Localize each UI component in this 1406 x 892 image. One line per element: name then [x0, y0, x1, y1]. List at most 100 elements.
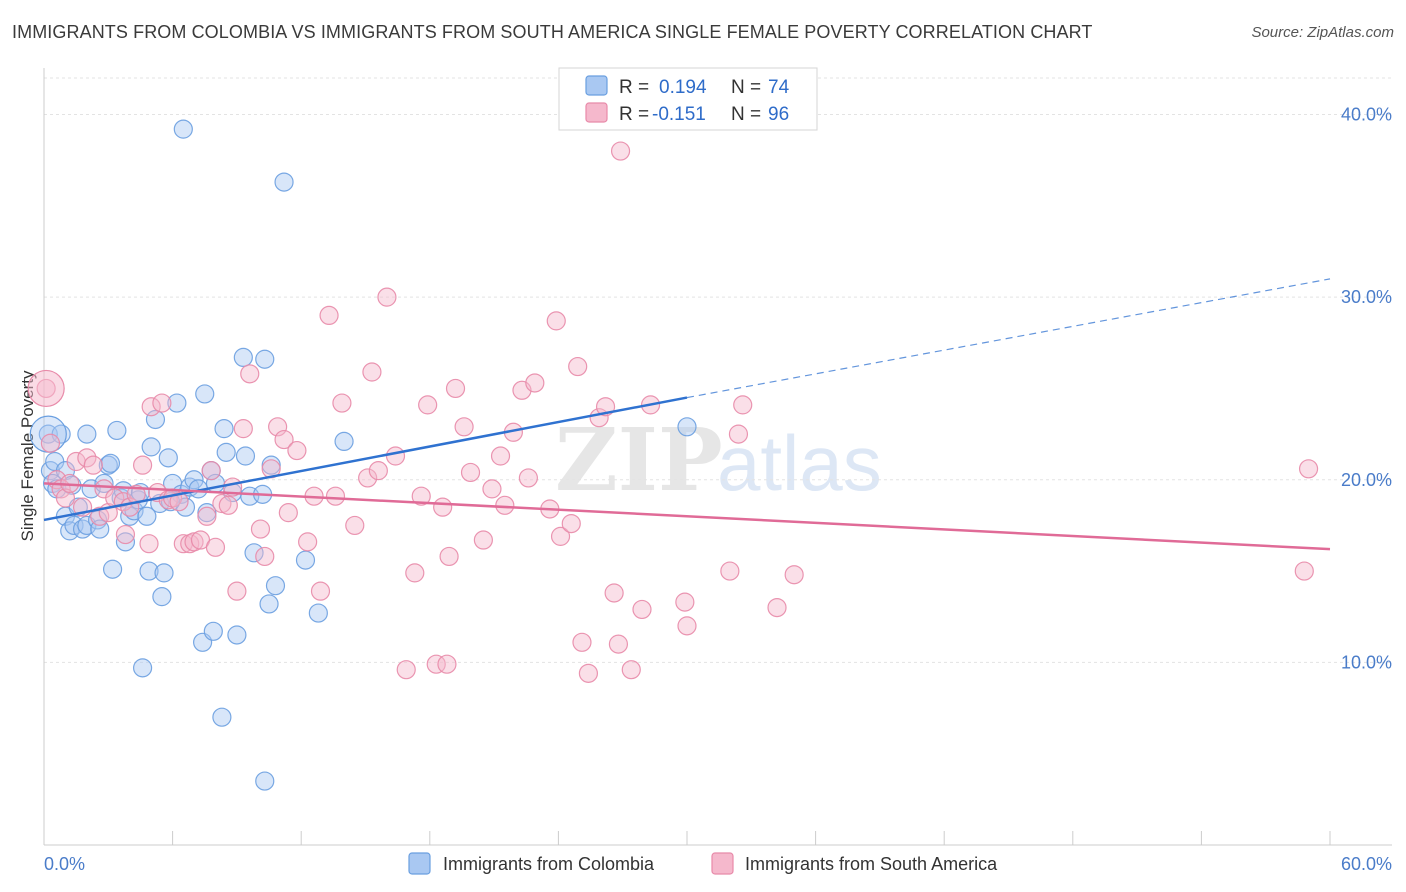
south-america-point	[525, 373, 545, 393]
south-america-point	[632, 599, 652, 620]
y-axis-label: Single Female Poverty	[18, 370, 37, 542]
south-america-point	[227, 581, 247, 601]
south-america-point	[152, 393, 172, 413]
south-america-point	[141, 397, 161, 417]
colombia-point	[233, 347, 253, 368]
y-tick-label: 40.0%	[1341, 105, 1392, 125]
legend-n-label-south-america: N =	[731, 104, 761, 125]
colombia-point	[195, 384, 215, 404]
legend-n-value-south-america: 96	[768, 104, 789, 125]
south-america-point	[169, 492, 189, 512]
colombia-point	[334, 431, 354, 452]
colombia-point	[255, 349, 275, 369]
south-america-point	[233, 419, 253, 439]
south-america-point	[728, 424, 749, 444]
south-america-point	[426, 654, 446, 674]
colombia-point	[115, 532, 136, 552]
colombia-point	[184, 470, 204, 490]
south-america-point	[550, 526, 571, 546]
south-america-point	[439, 546, 459, 567]
chart-title: IMMIGRANTS FROM COLOMBIA VS IMMIGRANTS F…	[12, 22, 1093, 42]
colombia-point	[244, 543, 264, 563]
south-america-point	[495, 495, 515, 515]
legend-r-value-colombia: 0.194	[659, 77, 707, 98]
colombia-trend-extension	[686, 278, 1331, 399]
watermark-atlas: atlas	[717, 419, 882, 507]
colombia-point	[216, 442, 236, 462]
south-america-point	[132, 455, 153, 475]
south-america-point	[411, 486, 431, 506]
south-america-point	[115, 524, 136, 545]
bottom-legend: Immigrants from Colombia Immigrants from…	[408, 852, 998, 875]
south-america-point	[621, 660, 641, 680]
south-america-point	[218, 495, 238, 515]
tick-labels: 10.0% 20.0% 30.0% 40.0% 0.0% 60.0%	[44, 105, 1392, 874]
south-america-point	[362, 362, 382, 382]
x-tick-label: 0.0%	[44, 854, 85, 874]
south-america-point	[358, 468, 378, 488]
colombia-point	[173, 119, 193, 139]
south-america-point	[212, 493, 232, 514]
bottom-legend-label-south-america: Immigrants from South America	[745, 854, 998, 874]
south-america-point	[319, 305, 339, 326]
colombia-point	[274, 172, 294, 192]
south-america-point	[240, 364, 260, 384]
colombia-point	[141, 437, 161, 457]
series-south-america-points	[27, 141, 1319, 683]
colombia-point	[259, 594, 279, 614]
south-america-point	[561, 513, 581, 534]
colombia-point	[167, 393, 187, 413]
south-america-point	[1294, 561, 1314, 581]
y-tick-label: 10.0%	[1341, 652, 1392, 672]
trend-lines	[43, 278, 1331, 551]
south-america-point	[733, 395, 753, 415]
colombia-point	[158, 448, 178, 468]
south-america-point	[720, 561, 740, 581]
south-america-point	[274, 429, 294, 450]
watermark-zip: ZIP	[555, 410, 723, 511]
legend-swatch-colombia	[585, 75, 608, 96]
bottom-legend-swatch-south-america	[711, 852, 734, 875]
colombia-point	[139, 561, 159, 581]
south-america-point	[460, 462, 481, 483]
south-america-point	[1298, 459, 1319, 479]
legend-swatch-south-america	[585, 102, 608, 123]
south-america-point	[604, 583, 624, 603]
colombia-point	[107, 420, 127, 441]
legend-n-label-colombia: N =	[731, 77, 761, 98]
south-america-point	[396, 660, 416, 680]
south-america-point	[325, 486, 346, 506]
source-credit: Source: ZipAtlas.com	[1251, 24, 1394, 41]
colombia-point	[154, 563, 174, 583]
south-america-point	[205, 537, 226, 557]
south-america-point	[418, 395, 438, 415]
south-america-point	[298, 532, 318, 552]
south-america-point	[490, 446, 511, 466]
axes	[43, 68, 1392, 846]
south-america-point	[578, 663, 599, 683]
south-america-point	[546, 311, 566, 331]
colombia-point	[145, 409, 166, 430]
south-america-point	[250, 519, 271, 539]
legend-box: R = 0.194 N = 74 R = -0.151 N = 96	[558, 67, 818, 131]
south-america-point	[405, 563, 425, 583]
south-america-point	[610, 141, 631, 161]
colombia-point	[132, 658, 153, 678]
south-america-point	[139, 534, 159, 554]
colombia-point	[203, 621, 223, 641]
colombia-point	[152, 587, 172, 607]
colombia-point	[227, 625, 247, 645]
south-america-point	[437, 654, 457, 674]
south-america-point	[201, 461, 221, 481]
legend-r-label-south-america: R =	[619, 104, 649, 125]
colombia-point	[255, 771, 275, 791]
south-america-point	[197, 506, 217, 526]
colombia-point	[265, 576, 286, 596]
watermark: ZIP atlas	[555, 410, 882, 511]
south-america-point	[377, 287, 397, 307]
south-america-point-large	[27, 369, 65, 408]
south-america-point	[482, 479, 502, 499]
colombia-point	[677, 417, 697, 437]
south-america-point	[40, 433, 61, 453]
